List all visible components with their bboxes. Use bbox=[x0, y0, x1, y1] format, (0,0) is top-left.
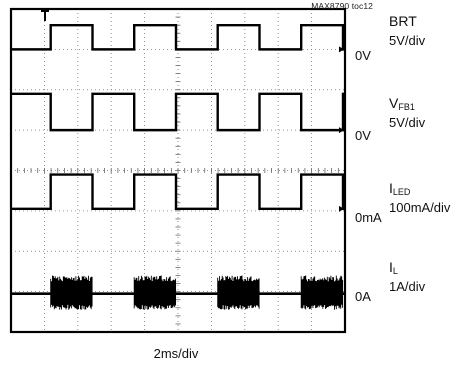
screen-border bbox=[9, 7, 347, 334]
figure-tag: MAX8790 toc12 bbox=[311, 1, 373, 11]
zero-vfb1: 0V bbox=[355, 128, 371, 143]
il-name: I bbox=[389, 259, 393, 275]
trace-il-burst bbox=[217, 275, 260, 310]
trigger-marker bbox=[41, 10, 49, 21]
il-scale: 1A/div bbox=[389, 279, 426, 294]
label-vfb1: VFB1 5V/div bbox=[389, 95, 425, 130]
label-il: IL 1A/div bbox=[389, 259, 425, 294]
vfb1-sub: FB1 bbox=[398, 102, 415, 112]
trace-brt bbox=[11, 23, 345, 51]
zero-iled: 0mA bbox=[355, 210, 382, 225]
trace-vfb1 bbox=[11, 92, 345, 132]
ground-marker-iled bbox=[339, 205, 344, 212]
zero-brt: 0V bbox=[355, 48, 371, 63]
ground-marker-vfb1 bbox=[339, 127, 344, 134]
iled-sub: LED bbox=[392, 187, 411, 197]
trace-iled bbox=[11, 173, 345, 211]
trace-il-burst bbox=[50, 275, 93, 310]
trace-il-burst bbox=[133, 275, 177, 310]
il-sub: L bbox=[392, 266, 398, 276]
label-iled: ILED 100mA/div bbox=[389, 180, 450, 215]
traces bbox=[11, 10, 345, 310]
zero-il: 0A bbox=[355, 289, 371, 304]
trace-il-burst bbox=[300, 275, 344, 310]
grid bbox=[10, 8, 346, 333]
ground-marker-brt bbox=[339, 46, 344, 53]
iled-scale: 100mA/div bbox=[389, 200, 451, 215]
vfb1-name: V bbox=[389, 95, 399, 111]
brt-scale: 5V/div bbox=[389, 33, 426, 48]
brt-name: BRT bbox=[389, 13, 417, 29]
vfb1-scale: 5V/div bbox=[389, 115, 426, 130]
timebase-label: 2ms/div bbox=[153, 346, 199, 361]
label-brt: BRT 5V/div bbox=[389, 13, 425, 48]
iled-name: I bbox=[389, 180, 393, 196]
